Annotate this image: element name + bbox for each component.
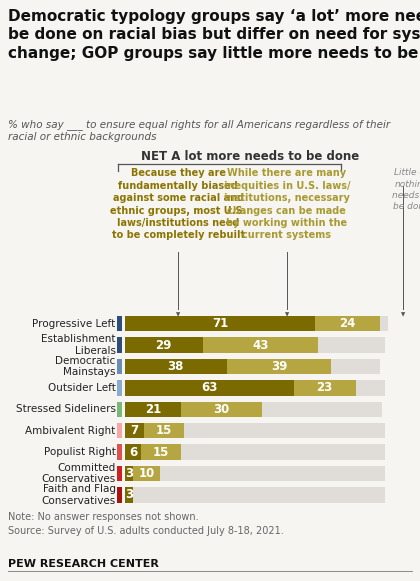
Text: Note: No answer responses not shown.
Source: Survey of U.S. adults conducted Jul: Note: No answer responses not shown. Sou… [8,512,284,536]
Bar [125,444,141,460]
Bar [117,444,122,460]
Bar [315,316,380,331]
Bar [117,359,122,374]
Text: Faith and Flag
Conservatives: Faith and Flag Conservatives [41,484,116,505]
Bar [125,338,385,353]
Bar [125,487,133,503]
Bar [125,359,380,374]
Bar [125,380,385,396]
Text: ▼: ▼ [285,312,289,317]
Text: Populist Right: Populist Right [44,447,116,457]
Text: 39: 39 [271,360,287,373]
Bar [117,401,122,417]
Text: 3: 3 [125,489,133,501]
Bar [125,487,385,503]
Text: Establishment
Liberals: Establishment Liberals [41,334,116,356]
Bar [203,338,318,353]
Text: 29: 29 [155,339,172,352]
Bar [125,423,144,439]
Text: ▼: ▼ [401,312,405,317]
Bar [125,338,203,353]
Text: 43: 43 [252,339,268,352]
Text: Little or
nothing
needs to
be done: Little or nothing needs to be done [392,168,420,211]
Bar [117,466,122,481]
Text: ▼: ▼ [176,312,181,317]
Bar [133,466,160,481]
Text: 71: 71 [212,317,228,330]
Text: 21: 21 [145,403,161,416]
Bar [117,487,122,503]
Bar [125,380,294,396]
Text: % who say ___ to ensure equal rights for all Americans regardless of their
racia: % who say ___ to ensure equal rights for… [8,119,391,142]
Text: 23: 23 [317,381,333,394]
Text: PEW RESEARCH CENTER: PEW RESEARCH CENTER [8,559,159,569]
Text: 15: 15 [155,424,172,437]
Text: Progressive Left: Progressive Left [32,319,116,329]
Bar [117,338,122,353]
Bar [125,444,385,460]
Bar [125,401,382,417]
Bar [181,401,262,417]
Text: Democratic typology groups say ‘a lot’ more needs to
be done on racial bias but : Democratic typology groups say ‘a lot’ m… [8,9,420,61]
Text: 63: 63 [201,381,218,394]
Bar [117,316,122,331]
Bar [125,466,133,481]
Text: 30: 30 [213,403,230,416]
Bar [125,316,315,331]
Text: Committed
Conservatives: Committed Conservatives [41,462,116,485]
Bar [125,401,181,417]
Text: Outsider Left: Outsider Left [47,383,116,393]
Text: 10: 10 [138,467,155,480]
Bar [227,359,331,374]
Text: Ambivalent Right: Ambivalent Right [25,426,116,436]
Text: 38: 38 [168,360,184,373]
Text: NET A lot more needs to be done: NET A lot more needs to be done [141,150,359,163]
Text: Because they are
fundamentally biased
against some racial and
ethnic groups, mos: Because they are fundamentally biased ag… [110,168,247,241]
Text: 6: 6 [129,446,137,458]
Bar [117,423,122,439]
Bar [294,380,355,396]
Bar [141,444,181,460]
Bar [125,359,227,374]
Text: Democratic
Mainstays: Democratic Mainstays [55,356,116,377]
Bar [144,423,184,439]
Text: While there are many
inequities in U.S. laws/
institutions, necessary
changes ca: While there are many inequities in U.S. … [223,168,350,241]
Text: Stressed Sideliners: Stressed Sideliners [16,404,116,414]
Text: 3: 3 [125,467,133,480]
Text: 24: 24 [339,317,356,330]
Bar [125,423,385,439]
Bar [117,380,122,396]
Text: 7: 7 [130,424,138,437]
Text: 15: 15 [153,446,169,458]
Bar [125,316,388,331]
Bar [125,466,385,481]
